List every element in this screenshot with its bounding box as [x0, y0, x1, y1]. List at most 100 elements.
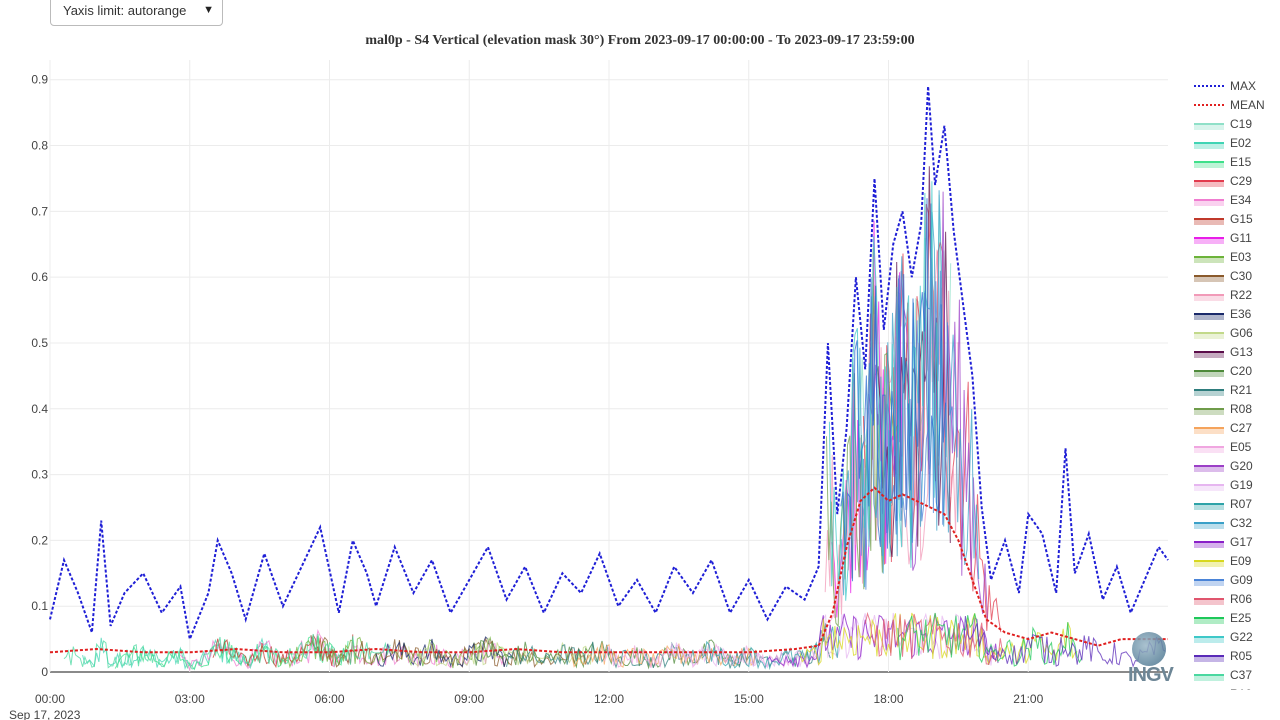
legend-swatch [1194, 213, 1224, 225]
trace-g15 [212, 634, 354, 669]
legend-item-e15[interactable]: E15 [1194, 152, 1280, 171]
legend-item-g15[interactable]: G15 [1194, 209, 1280, 228]
y-tick-label: 0.7 [31, 204, 48, 218]
legend-item-g19[interactable]: G19 [1194, 475, 1280, 494]
legend-item-r10[interactable]: R10 [1194, 684, 1280, 691]
legend-swatch [1194, 289, 1224, 301]
legend-swatch [1194, 479, 1224, 491]
legend-item-g06[interactable]: G06 [1194, 323, 1280, 342]
legend-item-c32[interactable]: C32 [1194, 513, 1280, 532]
legend-item-c29[interactable]: C29 [1194, 171, 1280, 190]
legend-item-c27[interactable]: C27 [1194, 418, 1280, 437]
legend-swatch [1194, 194, 1224, 206]
legend-item-g09[interactable]: G09 [1194, 570, 1280, 589]
legend-swatch [1194, 593, 1224, 605]
x-tick-label: 00:00 [35, 692, 65, 706]
legend-item-c20[interactable]: C20 [1194, 361, 1280, 380]
legend-item-e09[interactable]: E09 [1194, 551, 1280, 570]
trace-g19 [669, 612, 994, 669]
series-mean [49, 486, 1168, 654]
legend-label: R07 [1230, 496, 1253, 511]
legend-item-e36[interactable]: E36 [1194, 304, 1280, 323]
legend-item-r06[interactable]: R06 [1194, 589, 1280, 608]
legend-label: R06 [1230, 591, 1253, 606]
legend-item-r21[interactable]: R21 [1194, 380, 1280, 399]
legend-item-mean[interactable]: MEAN [1194, 95, 1280, 114]
legend-item-c19[interactable]: C19 [1194, 114, 1280, 133]
trace-r21 [506, 623, 831, 669]
legend-label: E25 [1230, 610, 1252, 625]
legend-item-e25[interactable]: E25 [1194, 608, 1280, 627]
x-tick-label: 09:00 [454, 692, 484, 706]
legend-swatch [1194, 650, 1224, 662]
axes: 0 0.1 0.2 0.3 0.4 0.5 0.6 0.7 0.8 0.9 00:00 03:00 06… [9, 73, 1044, 720]
legend-swatch [1194, 232, 1224, 244]
series-max [49, 86, 1169, 643]
legend-label: G19 [1230, 477, 1253, 492]
trace-c37 [63, 633, 391, 670]
legend-label: R22 [1230, 287, 1253, 302]
legend-item-g17[interactable]: G17 [1194, 532, 1280, 551]
legend-label: E09 [1230, 553, 1252, 568]
legend-swatch [1194, 251, 1224, 263]
yaxis-limit-value: Yaxis limit: autorange [63, 2, 187, 18]
legend-swatch [1194, 669, 1224, 681]
legend-label: R10 [1230, 687, 1252, 691]
legend-label: C30 [1230, 268, 1253, 283]
legend-label: G09 [1230, 572, 1253, 587]
legend-label: C19 [1230, 116, 1253, 131]
legend-item-r08[interactable]: R08 [1194, 399, 1280, 418]
legend-label: C29 [1230, 173, 1253, 188]
channel-traces [63, 166, 1166, 672]
legend-item-g13[interactable]: G13 [1194, 342, 1280, 361]
legend-label: E34 [1230, 192, 1252, 207]
x-tick-label: 12:00 [594, 692, 624, 706]
legend-item-c37[interactable]: C37 [1194, 665, 1280, 684]
legend-swatch [1194, 631, 1224, 643]
legend-label: E15 [1230, 154, 1252, 169]
x-tick-label: 03:00 [175, 692, 205, 706]
y-tick-label: 0.1 [31, 599, 48, 613]
trace-g22 [828, 181, 942, 601]
x-tick-label: 06:00 [314, 692, 344, 706]
legend-item-g11[interactable]: G11 [1194, 228, 1280, 247]
legend-item-r22[interactable]: R22 [1194, 285, 1280, 304]
legend-label: E03 [1230, 249, 1252, 264]
legend-swatch [1194, 403, 1224, 415]
yaxis-limit-select[interactable]: Yaxis limit: autorange ▼ [50, 0, 223, 26]
legend-item-e03[interactable]: E03 [1194, 247, 1280, 266]
trace-r07 [701, 626, 841, 671]
y-tick-label: 0.8 [31, 139, 48, 153]
legend-item-e34[interactable]: E34 [1194, 190, 1280, 209]
legend-item-r05[interactable]: R05 [1194, 646, 1280, 665]
legend-label: R05 [1230, 648, 1253, 663]
legend-label: C27 [1230, 420, 1253, 435]
legend-item-max[interactable]: MAX [1194, 76, 1280, 95]
legend-label: R21 [1230, 382, 1253, 397]
legend-swatch [1194, 536, 1224, 548]
logo-text: INGV [1128, 664, 1174, 686]
legend-label: E36 [1230, 306, 1252, 321]
legend-label: G22 [1230, 629, 1253, 644]
legend-label: C37 [1230, 667, 1253, 682]
legend-swatch [1194, 460, 1224, 472]
legend-item-e05[interactable]: E05 [1194, 437, 1280, 456]
chart-title: mal0p - S4 Vertical (elevation mask 30°)… [365, 33, 915, 48]
legend-label: G17 [1230, 534, 1253, 549]
y-tick-label: 0.5 [31, 336, 48, 350]
trace-e25 [897, 612, 1083, 667]
legend: MAX MEAN C19 E02 E15 C29 E34 G15 G11 E03 C30 R22 E36… [1194, 76, 1280, 690]
legend-item-g20[interactable]: G20 [1194, 456, 1280, 475]
legend-swatch [1194, 327, 1224, 339]
legend-item-e02[interactable]: E02 [1194, 133, 1280, 152]
legend-label: G11 [1230, 230, 1252, 245]
legend-item-c30[interactable]: C30 [1194, 266, 1280, 285]
legend-swatch [1194, 175, 1224, 187]
legend-label: E05 [1230, 439, 1252, 454]
ingv-logo: INGV [1128, 632, 1174, 692]
legend-item-g22[interactable]: G22 [1194, 627, 1280, 646]
legend-label: R08 [1230, 401, 1253, 416]
legend-item-r07[interactable]: R07 [1194, 494, 1280, 513]
legend-swatch [1194, 156, 1224, 168]
legend-label: MAX [1230, 78, 1257, 93]
